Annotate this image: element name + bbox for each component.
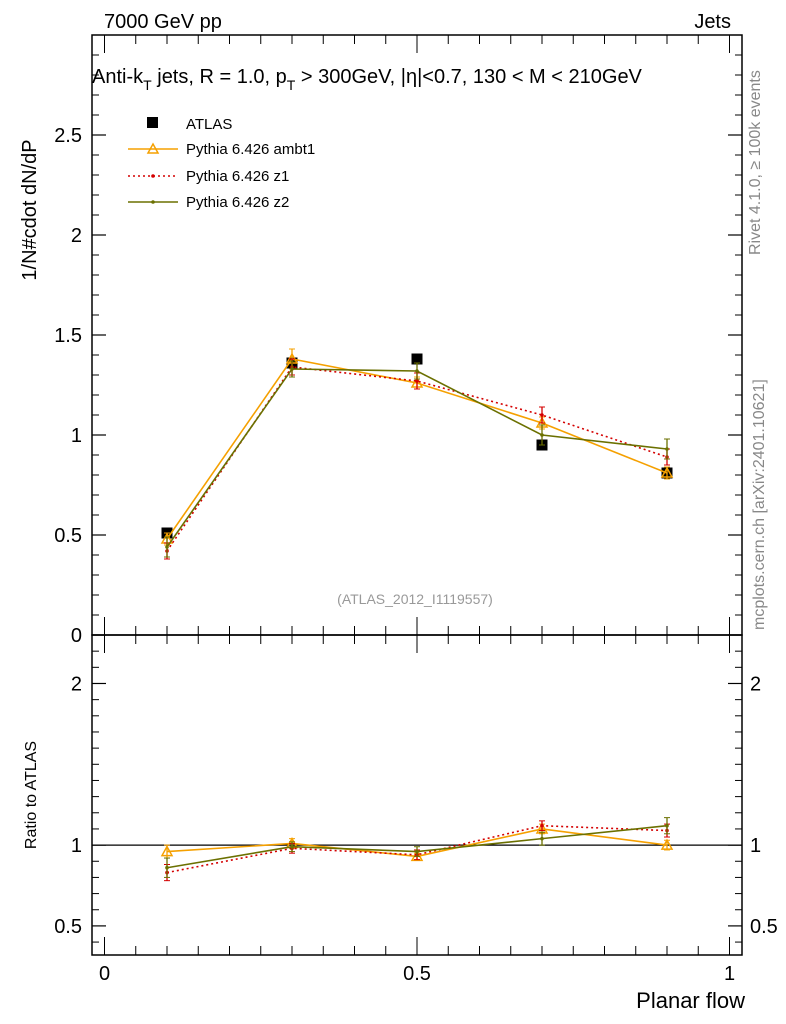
main-point-pythia-6-426-ambt1 bbox=[660, 466, 674, 478]
main-point-pythia-6-426-z2 bbox=[165, 545, 169, 549]
plot-title-part2: jets, R = 1.0, p bbox=[152, 66, 287, 88]
main-point-pythia-6-426-z2 bbox=[540, 433, 544, 437]
legend-label-z2: Pythia 6.426 z2 bbox=[186, 194, 289, 211]
main-line-pythia-6-426-z1 bbox=[166, 366, 668, 552]
legend-label-atlas: ATLAS bbox=[186, 116, 232, 133]
rivet-version-label: Rivet 4.1.0, ≥ 100k events bbox=[747, 70, 764, 255]
main-point-pythia-6-426-z2 bbox=[665, 447, 669, 451]
plot-title-part1: Anti-k bbox=[92, 66, 144, 88]
legend-marker-ambt1 bbox=[146, 142, 160, 154]
main-point-atlas bbox=[411, 353, 423, 365]
legend-label-z1: Pythia 6.426 z1 bbox=[186, 168, 289, 185]
ratio-ytick-label: 2 bbox=[71, 673, 82, 695]
main-ytick-label: 2 bbox=[71, 225, 82, 247]
main-point-pythia-6-426-z2 bbox=[415, 369, 419, 373]
legend-label-ambt1: Pythia 6.426 ambt1 bbox=[186, 141, 315, 158]
legend-marker-atlas bbox=[147, 117, 158, 128]
ratio-point-pythia-6-426-ambt1 bbox=[160, 845, 174, 857]
ratio-ylabel: Ratio to ATLAS bbox=[23, 741, 40, 849]
ratio-point-pythia-6-426-ambt1 bbox=[660, 838, 674, 850]
ratio-series-pythia-6-426-z2 bbox=[164, 817, 670, 878]
main-point-pythia-6-426-z1 bbox=[540, 413, 544, 417]
ratio-ytick-label-right: 1 bbox=[750, 835, 761, 857]
plot-title-sub-t1: T bbox=[143, 77, 152, 93]
main-ytick-label: 0.5 bbox=[54, 525, 82, 547]
xtick-label: 0 bbox=[99, 963, 110, 985]
plot-title-sub-t2: T bbox=[287, 77, 296, 93]
main-point-pythia-6-426-z2 bbox=[290, 367, 294, 371]
ratio-series-group bbox=[160, 817, 674, 882]
main-ylabel: 1/N#cdot dN/dP bbox=[19, 139, 41, 280]
ratio-point-pythia-6-426-z2 bbox=[540, 836, 544, 841]
main-line-pythia-6-426-z2 bbox=[166, 368, 668, 548]
mcplots-credit-label: mcplots.cern.ch [arXiv:2401.10621] bbox=[751, 379, 768, 630]
ratio-ytick-label-right: 0.5 bbox=[750, 916, 778, 938]
x-axis-title: Planar flow bbox=[636, 988, 745, 1013]
ratio-ytick-label: 0.5 bbox=[54, 916, 82, 938]
analysis-id-label: (ATLAS_2012_I1119557) bbox=[337, 591, 493, 607]
xtick-label: 1 bbox=[724, 963, 735, 985]
main-series-pythia-6-426-z2 bbox=[164, 360, 670, 558]
category-label: Jets bbox=[694, 11, 731, 33]
legend-marker-z2 bbox=[151, 200, 155, 204]
main-series-pythia-6-426-z1 bbox=[164, 358, 670, 560]
legend-marker-z1 bbox=[151, 174, 155, 178]
ratio-ytick-label-right: 2 bbox=[750, 673, 761, 695]
main-ytick-label: 1.5 bbox=[54, 325, 82, 347]
xtick-label: 0.5 bbox=[403, 963, 431, 985]
axis-ticks: 0 0.5 1 1.5 2 2.5 0 0.5 1 0.5 0.5 1 1 2 2 bbox=[54, 35, 778, 985]
ratio-point-pythia-6-426-z2 bbox=[665, 823, 669, 828]
energy-label: 7000 GeV pp bbox=[104, 11, 222, 33]
main-series-group bbox=[160, 348, 674, 560]
plot-title: Anti-kT jets, R = 1.0, pT > 300GeV, |η|<… bbox=[92, 66, 643, 93]
legend: ATLAS Pythia 6.426 ambt1 Pythia 6.426 z1… bbox=[128, 116, 315, 211]
ratio-point-pythia-6-426-z2 bbox=[415, 849, 419, 854]
ratio-point-pythia-6-426-z2 bbox=[290, 844, 294, 849]
ratio-point-pythia-6-426-z2 bbox=[165, 865, 169, 870]
main-ytick-label: 1 bbox=[71, 425, 82, 447]
ratio-ytick-label: 1 bbox=[71, 835, 82, 857]
ratio-point-pythia-6-426-z1 bbox=[540, 823, 544, 828]
main-ytick-label: 2.5 bbox=[54, 125, 82, 147]
plot-title-part3: > 300GeV, |η|<0.7, 130 < M < 210GeV bbox=[295, 66, 642, 88]
ratio-plot-frame bbox=[91, 634, 743, 956]
main-ytick-label: 0 bbox=[71, 625, 82, 647]
main-point-pythia-6-426-z1 bbox=[415, 379, 419, 383]
